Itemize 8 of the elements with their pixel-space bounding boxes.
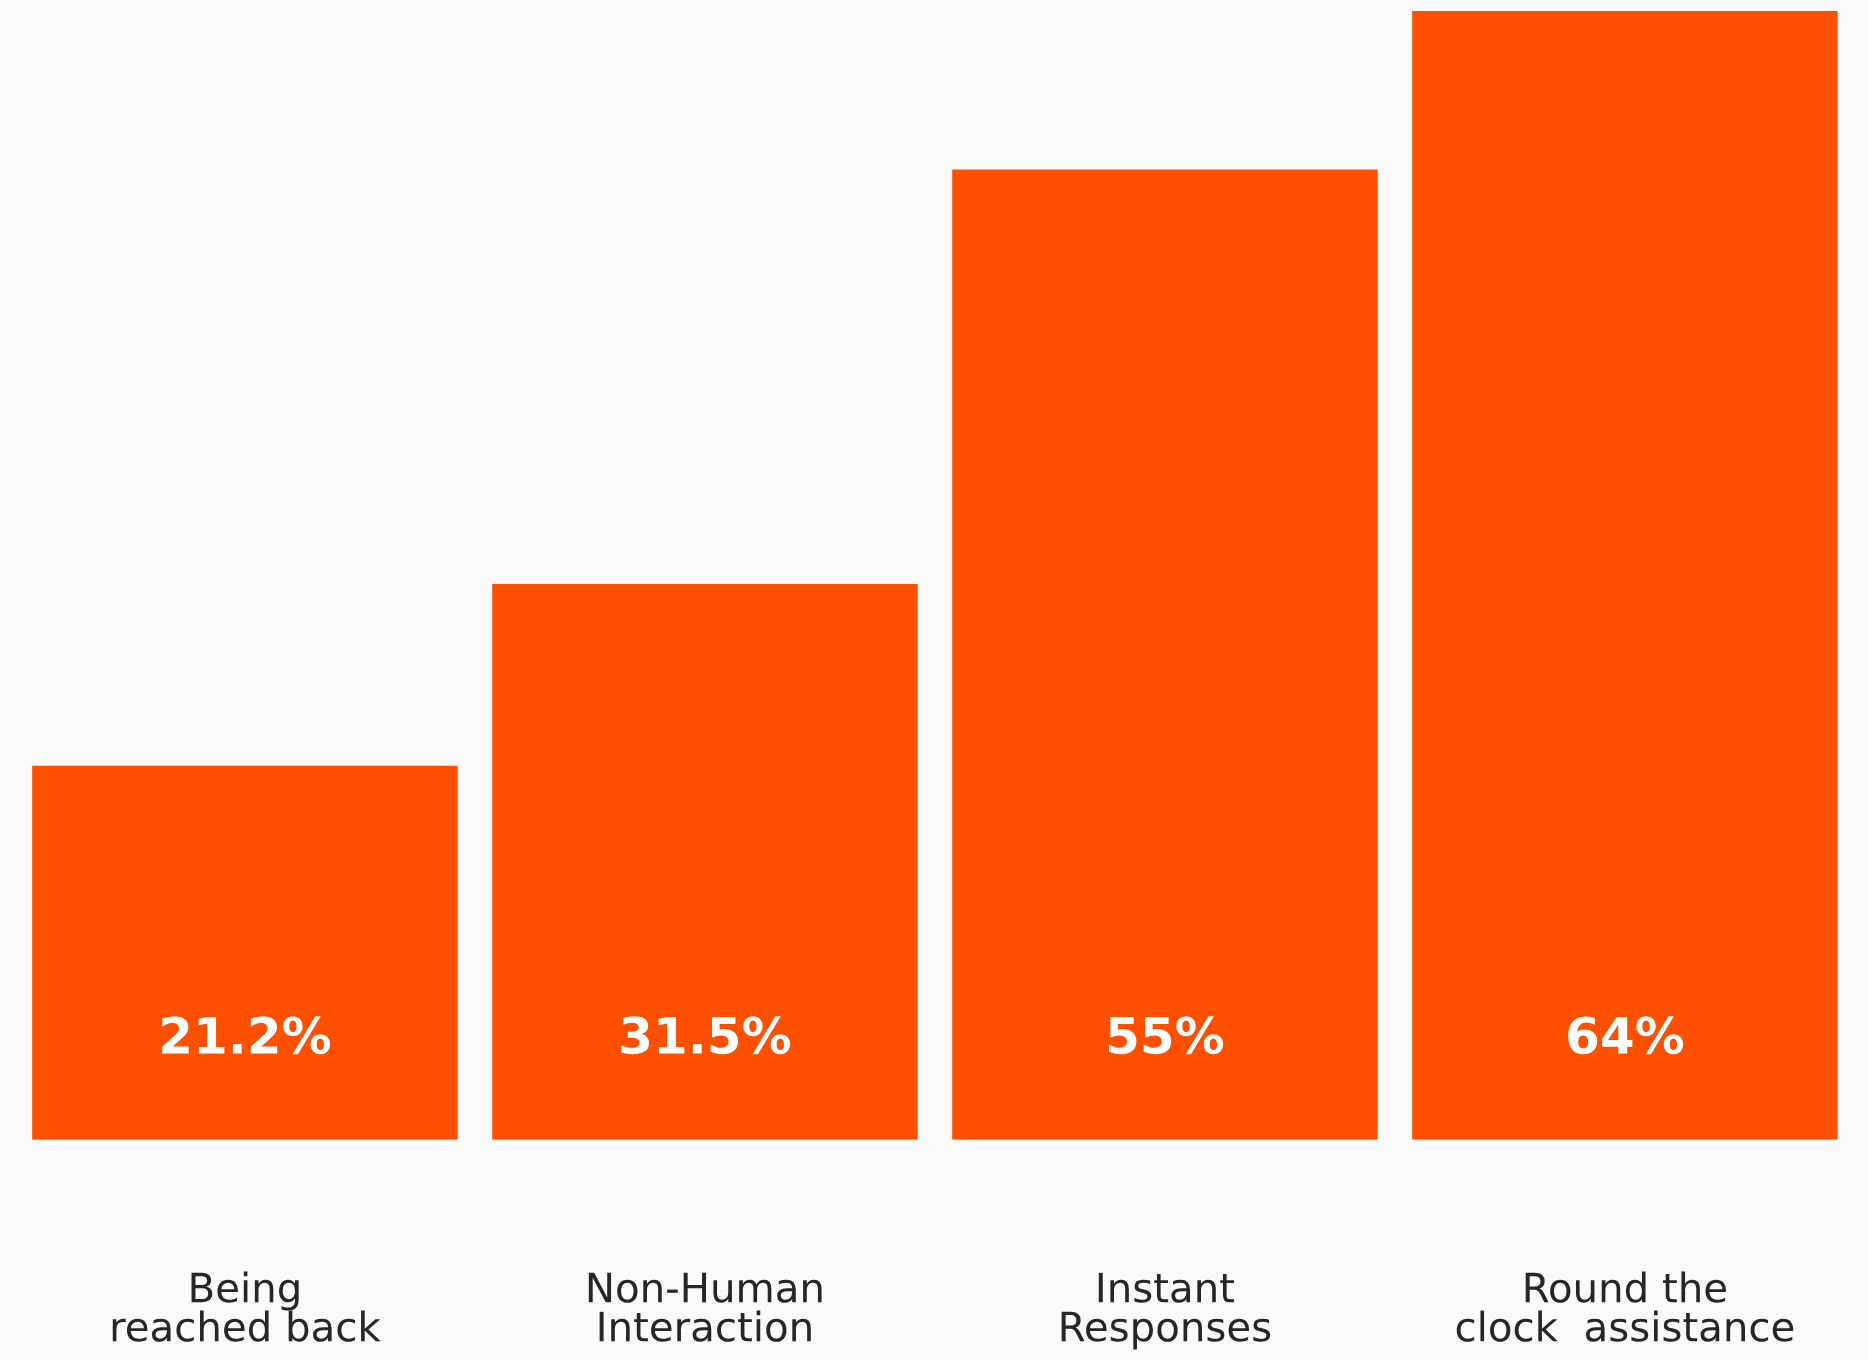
data-label: 64% <box>1568 1016 1684 1055</box>
data-label: 21.2% <box>162 1016 331 1055</box>
data-label: 31.5% <box>621 1016 791 1055</box>
x-tick-label: Non-Human Interaction <box>588 1272 822 1342</box>
data-label: 55% <box>1108 1016 1224 1055</box>
x-tick-label: Round the clock assistance <box>1456 1271 1794 1342</box>
x-tick-label: Being reached back <box>112 1271 381 1342</box>
x-tick-label: Instant Responses <box>1061 1272 1271 1350</box>
